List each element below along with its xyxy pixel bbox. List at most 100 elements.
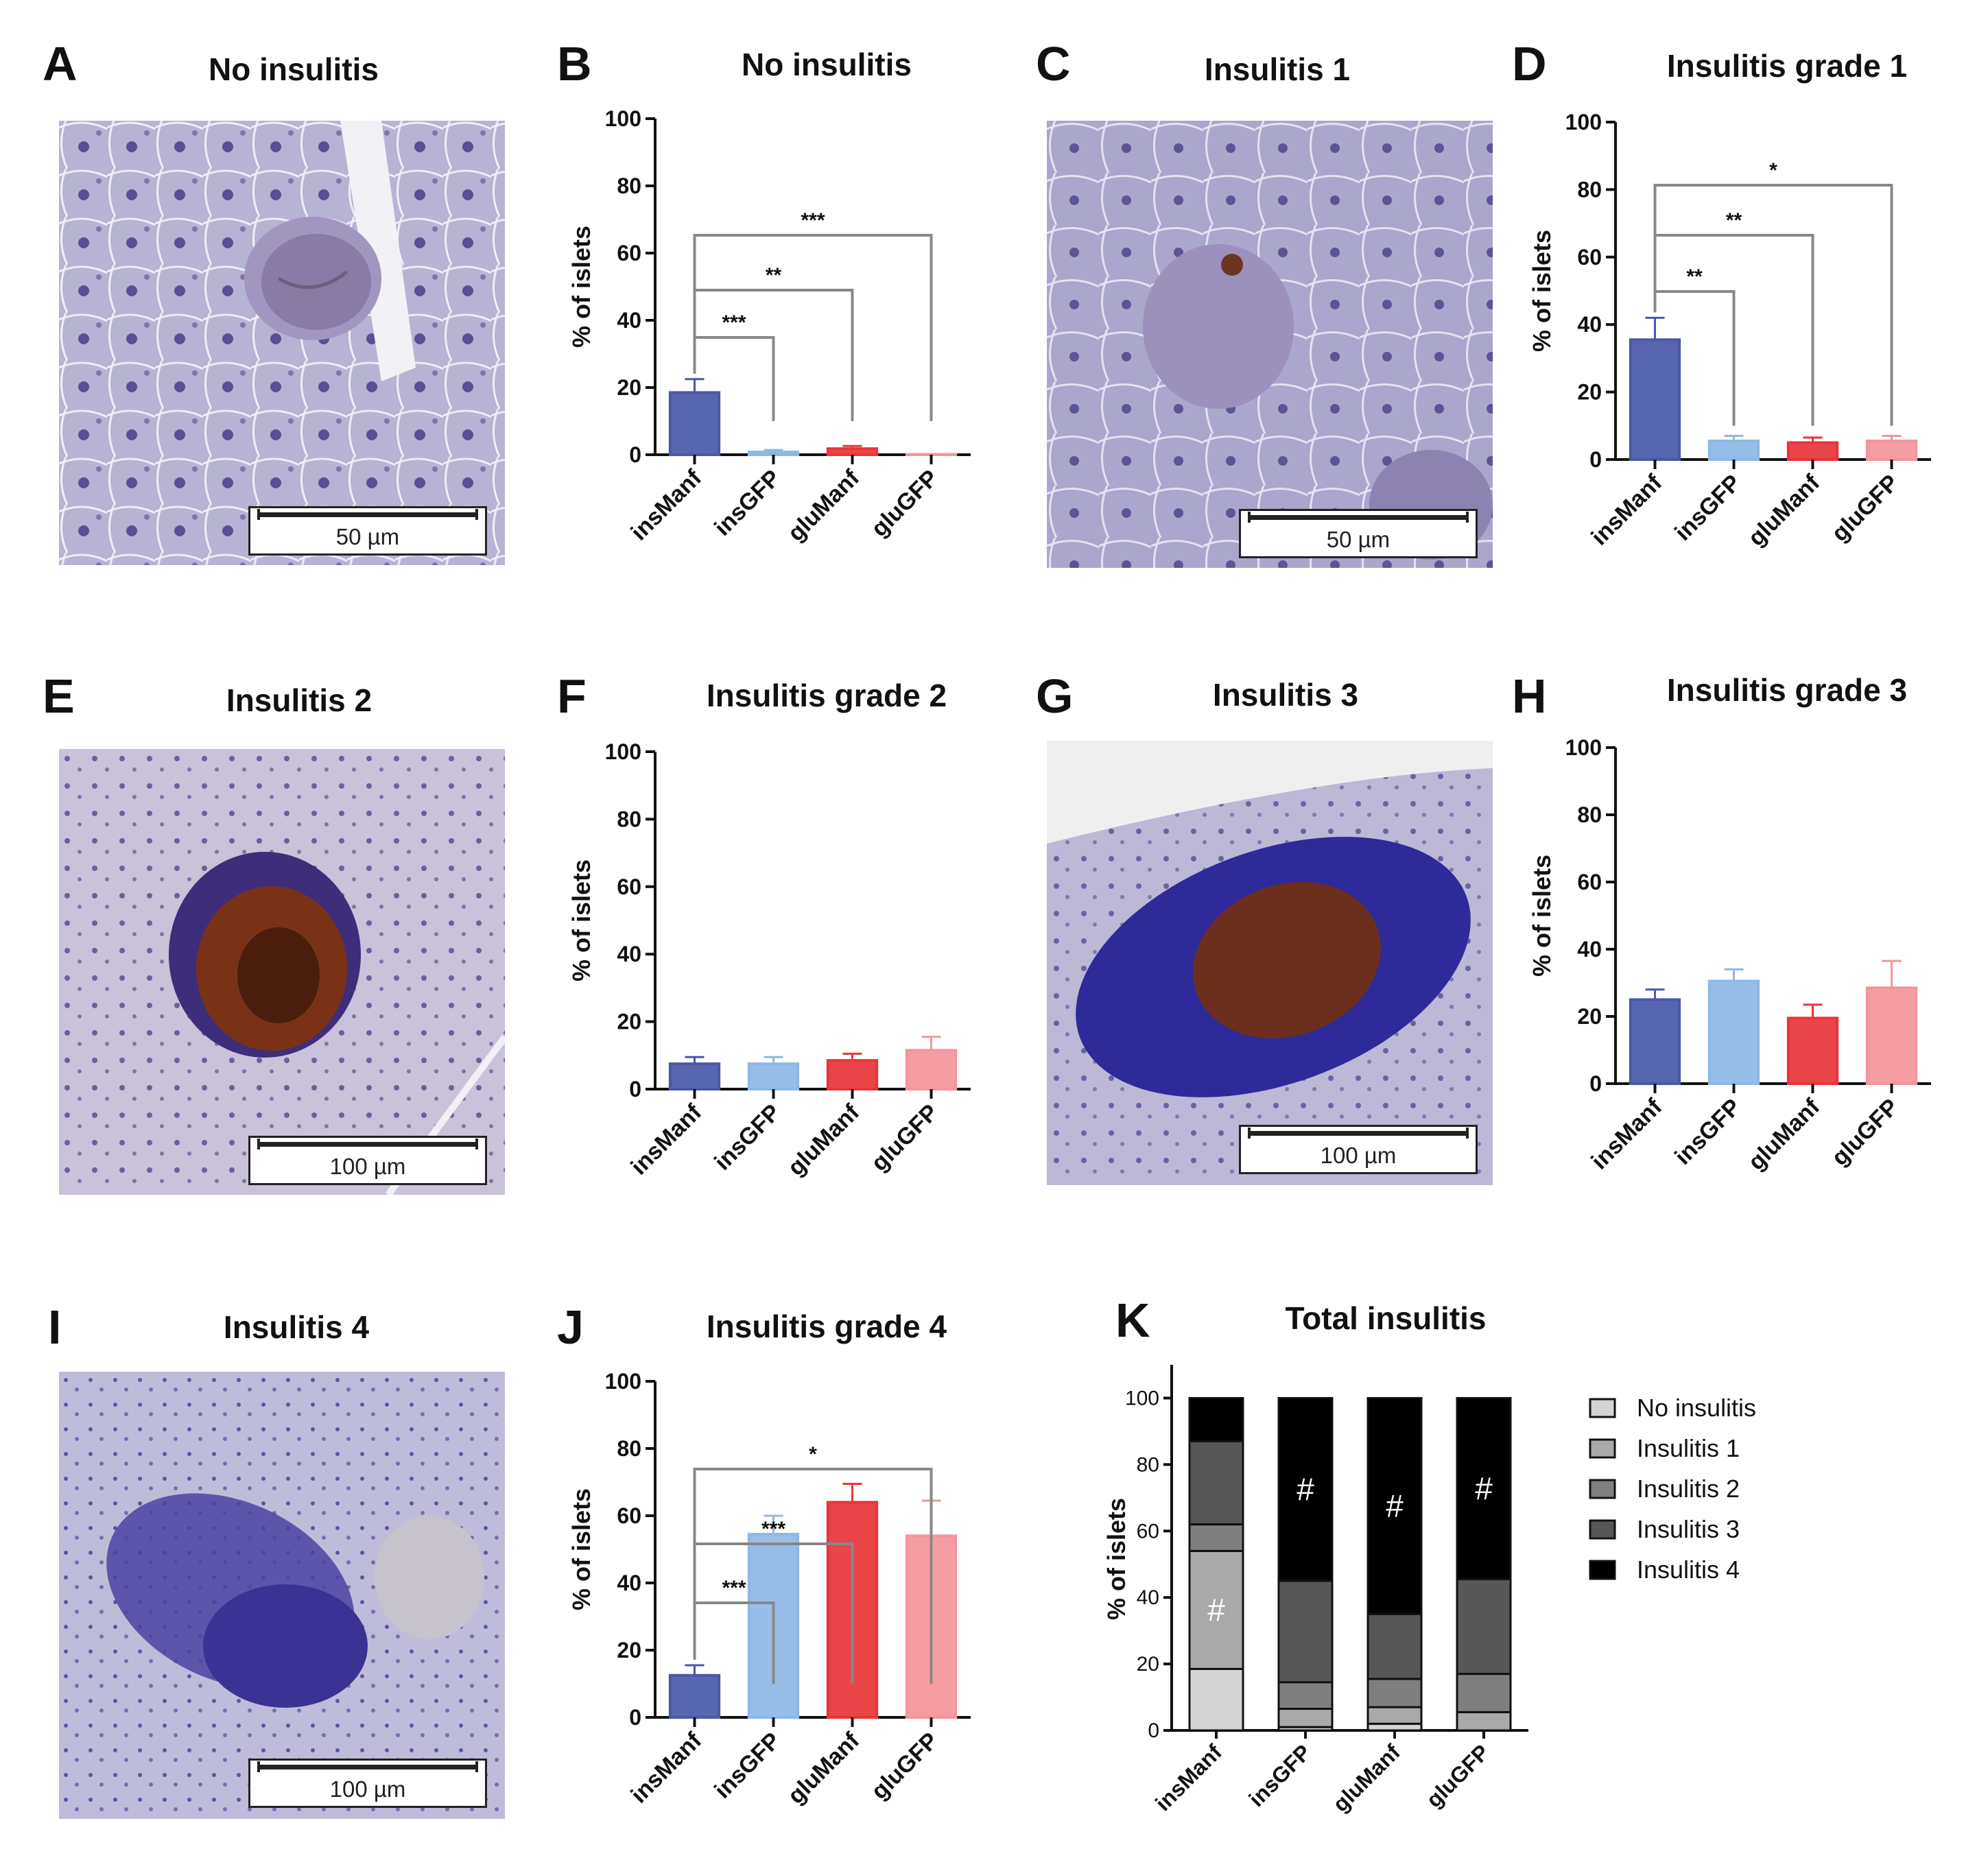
- x-tick-label: gluGFP: [866, 1728, 943, 1804]
- y-tick-label: 100: [605, 1369, 641, 1394]
- stack-segment-insManf: [1188, 1440, 1244, 1526]
- y-tick-label: 20: [617, 375, 641, 400]
- scale-bar-label: 50 µm: [335, 524, 400, 549]
- y-tick-label: 0: [629, 442, 641, 467]
- panel-letter-j: J: [557, 1300, 584, 1354]
- stack-segment-insGFP: [1277, 1681, 1334, 1711]
- y-axis-label: % of islets: [567, 1488, 595, 1610]
- bar-gluManf: [826, 1059, 879, 1091]
- bracket-line: [1653, 184, 1893, 426]
- x-tick-label: insManf: [626, 1099, 707, 1180]
- panel-letter-a: A: [43, 37, 78, 91]
- chart-title: No insulitis: [742, 47, 912, 82]
- bar-insManf: [668, 1062, 721, 1091]
- x-tick-label: gluManf: [1743, 1093, 1825, 1175]
- scale-bar-g: 100 µm: [1239, 1125, 1478, 1174]
- stack-segment-insManf: [1188, 1549, 1244, 1670]
- histology-image-insulitis-4: [59, 1372, 505, 1819]
- stack-segment-gluGFP: [1456, 1578, 1512, 1676]
- y-tick-label: 80: [1577, 802, 1602, 827]
- panel-letter-d: D: [1512, 37, 1547, 91]
- y-tick-label: 100: [605, 106, 641, 131]
- significance-label: *: [809, 1443, 817, 1466]
- scale-bar-label: 100 µm: [1320, 1143, 1397, 1168]
- chart-title: Total insulitis: [1285, 1300, 1486, 1336]
- y-tick-label: 100: [1125, 1387, 1159, 1409]
- y-axis-label: % of islets: [567, 226, 595, 348]
- stack-segment-gluGFP: [1456, 1673, 1512, 1713]
- significance-bracket: ***: [693, 209, 933, 421]
- bar-insGFP: [1707, 439, 1760, 462]
- x-tick-label: gluManf: [1328, 1739, 1405, 1816]
- x-tick-label: insGFP: [709, 1728, 785, 1804]
- y-tick-label: 0: [1589, 1071, 1602, 1096]
- scale-bar-c: 50 µm: [1239, 509, 1478, 558]
- x-tick-label: insManf: [626, 464, 707, 545]
- y-tick-label: 80: [617, 807, 641, 831]
- significance-label: ***: [761, 1518, 785, 1540]
- x-tick-label: gluGFP: [1421, 1739, 1494, 1812]
- bar-insManf: [668, 391, 721, 456]
- y-axis-label: % of islets: [567, 859, 595, 981]
- y-tick-label: 0: [1148, 1719, 1159, 1742]
- x-tick-label: gluGFP: [866, 1099, 943, 1176]
- bar-insManf: [1629, 338, 1681, 461]
- panel-letter-i: I: [48, 1300, 62, 1354]
- significance-bracket: *: [1653, 159, 1893, 426]
- y-tick-label: 60: [1137, 1520, 1159, 1542]
- bar-insGFP: [747, 1062, 800, 1091]
- y-tick-label: 80: [1577, 177, 1602, 202]
- y-tick-label: 60: [617, 874, 641, 899]
- x-tick-label: gluGFP: [1827, 470, 1904, 547]
- significance-marker: #: [1207, 1592, 1225, 1628]
- scale-bar-line: [257, 1761, 478, 1772]
- bar-insGFP: [1707, 979, 1760, 1085]
- bar-insManf: [668, 1673, 721, 1719]
- scale-bar-line: [1248, 1128, 1469, 1139]
- legend-label: No insulitis: [1637, 1394, 1756, 1422]
- y-tick-label: 40: [617, 1571, 641, 1595]
- scale-bar-e: 100 µm: [248, 1136, 487, 1185]
- y-tick-label: 40: [617, 308, 641, 333]
- x-tick-label: insManf: [1586, 469, 1667, 550]
- y-tick-label: 20: [617, 1638, 641, 1663]
- stack-segment-gluGFP: [1456, 1711, 1512, 1732]
- panel-letter-h: H: [1512, 669, 1547, 723]
- scale-bar-label: 100 µm: [329, 1154, 406, 1179]
- legend-swatch: [1589, 1438, 1616, 1459]
- y-tick-label: 80: [617, 1436, 641, 1461]
- y-tick-label: 20: [1577, 380, 1602, 405]
- x-tick-label: insManf: [1586, 1093, 1667, 1174]
- bar-chart-insulitis-grade-2: Insulitis grade 2 0 20 40 60 80 100 % of islets…: [567, 678, 971, 1181]
- legend-label: Insulitis 4: [1637, 1556, 1740, 1584]
- panel-i-title: Insulitis 4: [223, 1309, 370, 1345]
- stack-segment-gluManf: [1366, 1678, 1423, 1708]
- stack-segment-insGFP: [1277, 1708, 1334, 1728]
- scale-bar-label: 100 µm: [329, 1776, 406, 1802]
- x-tick-label: insGFP: [1244, 1739, 1316, 1811]
- panel-g-title: Insulitis 3: [1212, 677, 1359, 713]
- legend-label: Insulitis 1: [1637, 1434, 1740, 1462]
- chart-title: Insulitis grade 4: [707, 1309, 947, 1344]
- bar-gluManf: [826, 447, 879, 456]
- significance-marker: #: [1475, 1470, 1493, 1506]
- chart-title: Insulitis grade 1: [1667, 48, 1907, 84]
- stack-segment-insManf: [1188, 1667, 1244, 1732]
- scale-bar-label: 50 µm: [1326, 527, 1391, 552]
- significance-label: ***: [722, 311, 746, 334]
- y-tick-label: 80: [617, 174, 641, 198]
- panel-letter-c: C: [1036, 37, 1071, 91]
- x-tick-label: gluGFP: [866, 465, 943, 542]
- scale-bar-line: [257, 509, 478, 520]
- panel-a-title: No insulitis: [209, 51, 379, 87]
- panel-c-title: Insulitis 1: [1204, 51, 1351, 87]
- histology-image-no-insulitis: [59, 121, 505, 565]
- significance-label: ***: [722, 1577, 746, 1599]
- legend-label: Insulitis 2: [1637, 1475, 1740, 1503]
- y-tick-label: 20: [1577, 1004, 1602, 1029]
- stack-segment-insGFP: [1277, 1580, 1334, 1684]
- bar-chart-insulitis-grade-3: Insulitis grade 3 0 20 40 60 80 100 % of islets…: [1528, 672, 1931, 1176]
- bar-gluManf: [1786, 441, 1839, 462]
- histology-image-insulitis-3: [1047, 741, 1493, 1185]
- significance-label: *: [1769, 159, 1777, 182]
